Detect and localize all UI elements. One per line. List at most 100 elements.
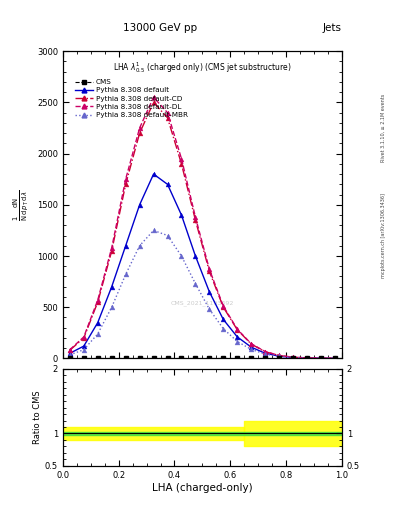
- Pythia 8.308 default: [305, 355, 309, 361]
- Pythia 8.308 default-MBR: [137, 243, 142, 249]
- Pythia 8.308 default-CD: [291, 354, 296, 360]
- Pythia 8.308 default-DL: [221, 303, 226, 309]
- Text: LHA $\lambda^1_{0.5}$ (charged only) (CMS jet substructure): LHA $\lambda^1_{0.5}$ (charged only) (CM…: [113, 60, 292, 75]
- CMS: [193, 355, 198, 361]
- Pythia 8.308 default-CD: [137, 130, 142, 136]
- CMS: [165, 355, 170, 361]
- Pythia 8.308 default-DL: [151, 94, 156, 100]
- Text: Rivet 3.1.10, ≥ 2.1M events: Rivet 3.1.10, ≥ 2.1M events: [381, 94, 386, 162]
- Pythia 8.308 default: [221, 316, 226, 323]
- Pythia 8.308 default: [123, 243, 128, 249]
- Pythia 8.308 default-CD: [165, 115, 170, 121]
- CMS: [179, 355, 184, 361]
- Pythia 8.308 default-CD: [263, 349, 268, 355]
- Pythia 8.308 default: [151, 171, 156, 177]
- Pythia 8.308 default-CD: [109, 248, 114, 254]
- CMS: [81, 355, 86, 361]
- Pythia 8.308 default-MBR: [221, 326, 226, 332]
- Pythia 8.308 default-MBR: [123, 271, 128, 278]
- Pythia 8.308 default-CD: [221, 304, 226, 310]
- Pythia 8.308 default-DL: [207, 266, 212, 272]
- Pythia 8.308 default: [249, 344, 253, 350]
- Pythia 8.308 default-CD: [249, 341, 253, 347]
- Pythia 8.308 default-MBR: [81, 347, 86, 353]
- CMS: [137, 355, 142, 361]
- Pythia 8.308 default-MBR: [95, 331, 100, 337]
- Pythia 8.308 default-CD: [235, 327, 240, 333]
- Pythia 8.308 default-MBR: [249, 346, 253, 352]
- Pythia 8.308 default-MBR: [179, 253, 184, 259]
- Pythia 8.308 default-CD: [68, 347, 72, 353]
- Line: Pythia 8.308 default: Pythia 8.308 default: [68, 172, 337, 361]
- Pythia 8.308 default-MBR: [291, 354, 296, 360]
- Pythia 8.308 default-DL: [263, 349, 268, 355]
- Pythia 8.308 default: [165, 181, 170, 187]
- Text: Jets: Jets: [323, 23, 342, 33]
- Y-axis label: $\frac{1}{\mathrm{N}}\frac{\mathrm{d}\mathrm{N}}{\mathrm{d}\,p_\mathrm{T}\,\math: $\frac{1}{\mathrm{N}}\frac{\mathrm{d}\ma…: [12, 189, 31, 221]
- Pythia 8.308 default-MBR: [193, 281, 198, 287]
- Pythia 8.308 default-DL: [277, 352, 281, 358]
- Pythia 8.308 default: [193, 253, 198, 259]
- Pythia 8.308 default: [179, 212, 184, 218]
- Pythia 8.308 default-CD: [179, 161, 184, 167]
- CMS: [305, 355, 309, 361]
- Pythia 8.308 default-DL: [81, 334, 86, 340]
- Pythia 8.308 default-MBR: [305, 355, 309, 361]
- Pythia 8.308 default: [68, 350, 72, 356]
- Pythia 8.308 default-CD: [207, 268, 212, 274]
- Pythia 8.308 default-DL: [123, 176, 128, 182]
- CMS: [291, 355, 296, 361]
- Line: Pythia 8.308 default-DL: Pythia 8.308 default-DL: [68, 95, 337, 361]
- Pythia 8.308 default-MBR: [109, 304, 114, 310]
- Text: mcplots.cern.ch [arXiv:1306.3436]: mcplots.cern.ch [arXiv:1306.3436]: [381, 193, 386, 278]
- Pythia 8.308 default-MBR: [68, 352, 72, 358]
- Pythia 8.308 default-DL: [235, 326, 240, 332]
- CMS: [109, 355, 114, 361]
- CMS: [235, 355, 240, 361]
- Pythia 8.308 default: [81, 343, 86, 349]
- Y-axis label: Ratio to CMS: Ratio to CMS: [33, 391, 42, 444]
- CMS: [319, 355, 323, 361]
- Pythia 8.308 default: [291, 354, 296, 360]
- CMS: [263, 355, 268, 361]
- Pythia 8.308 default-MBR: [165, 232, 170, 239]
- Legend: CMS, Pythia 8.308 default, Pythia 8.308 default-CD, Pythia 8.308 default-DL, Pyt: CMS, Pythia 8.308 default, Pythia 8.308 …: [72, 76, 191, 121]
- Pythia 8.308 default-DL: [95, 297, 100, 303]
- Pythia 8.308 default-MBR: [151, 227, 156, 233]
- Pythia 8.308 default-DL: [305, 355, 309, 361]
- Line: Pythia 8.308 default-CD: Pythia 8.308 default-CD: [68, 100, 337, 361]
- Pythia 8.308 default-CD: [151, 99, 156, 105]
- CMS: [68, 355, 72, 361]
- Pythia 8.308 default: [235, 334, 240, 340]
- CMS: [207, 355, 212, 361]
- Pythia 8.308 default-DL: [109, 245, 114, 251]
- Pythia 8.308 default: [207, 289, 212, 295]
- Pythia 8.308 default: [95, 319, 100, 326]
- Text: 13000 GeV pp: 13000 GeV pp: [123, 23, 198, 33]
- Pythia 8.308 default-MBR: [263, 351, 268, 357]
- Pythia 8.308 default: [319, 355, 323, 361]
- Pythia 8.308 default-MBR: [332, 355, 337, 361]
- CMS: [123, 355, 128, 361]
- Pythia 8.308 default-DL: [193, 214, 198, 220]
- Pythia 8.308 default-MBR: [207, 306, 212, 312]
- Pythia 8.308 default: [277, 353, 281, 359]
- Pythia 8.308 default-MBR: [235, 338, 240, 345]
- Pythia 8.308 default: [109, 284, 114, 290]
- Pythia 8.308 default-MBR: [277, 353, 281, 359]
- Pythia 8.308 default-DL: [68, 347, 72, 353]
- CMS: [249, 355, 253, 361]
- Pythia 8.308 default-CD: [277, 352, 281, 358]
- Pythia 8.308 default-DL: [319, 355, 323, 361]
- CMS: [277, 355, 281, 361]
- Pythia 8.308 default-DL: [291, 354, 296, 360]
- Line: CMS: CMS: [68, 356, 337, 360]
- Pythia 8.308 default-DL: [179, 156, 184, 162]
- Pythia 8.308 default-CD: [193, 217, 198, 223]
- Pythia 8.308 default-MBR: [319, 355, 323, 361]
- CMS: [151, 355, 156, 361]
- CMS: [332, 355, 337, 361]
- Pythia 8.308 default-CD: [123, 181, 128, 187]
- Pythia 8.308 default: [332, 355, 337, 361]
- Pythia 8.308 default-CD: [332, 355, 337, 361]
